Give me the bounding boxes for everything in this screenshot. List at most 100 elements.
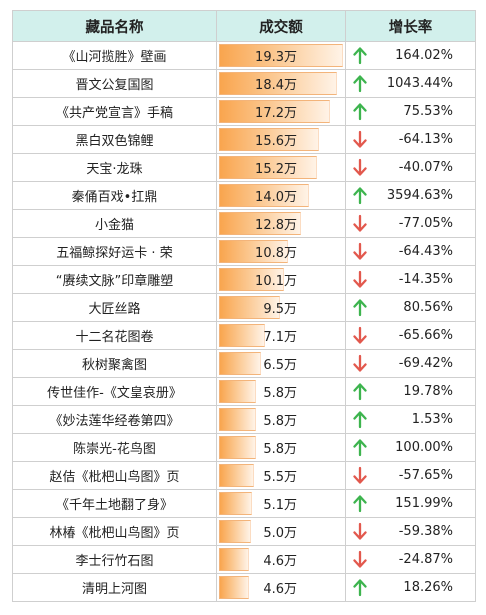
data-table: 藏品名称 成交额 增长率 《山河揽胜》壁画 19.3万 164.02% 晋文公复国图 1… <box>12 10 476 602</box>
item-name: 大匠丝路 <box>12 293 217 322</box>
table-row: 晋文公复国图 18.4万 1043.44% <box>12 69 476 98</box>
value-cell: 5.8万 <box>216 405 346 434</box>
growth-label: -64.43% <box>398 244 453 259</box>
value-label: 5.1万 <box>263 498 297 513</box>
value-bar <box>219 408 256 431</box>
item-name: “赓续文脉”印章雕塑 <box>12 265 217 294</box>
arrow-down-icon <box>353 158 367 176</box>
value-label: 18.4万 <box>255 78 297 93</box>
item-name: 陈崇光-花鸟图 <box>12 433 217 462</box>
growth-label: 100.00% <box>395 440 453 455</box>
value-bar <box>219 128 319 151</box>
growth-label: 1.53% <box>411 412 453 427</box>
header-growth: 增长率 <box>345 10 476 42</box>
table-row: 秦俑百戏•扛鼎 14.0万 3594.63% <box>12 181 476 210</box>
growth-cell: 1043.44% <box>345 69 476 98</box>
growth-label: -59.38% <box>398 524 453 539</box>
growth-label: 80.56% <box>403 300 453 315</box>
value-bar <box>219 464 254 487</box>
value-label: 4.6万 <box>263 582 297 597</box>
value-cell: 15.6万 <box>216 125 346 154</box>
growth-label: -57.65% <box>398 468 453 483</box>
growth-cell: 75.53% <box>345 97 476 126</box>
growth-cell: 151.99% <box>345 489 476 518</box>
header-value: 成交额 <box>216 10 346 42</box>
item-name: 《共产党宣言》手稿 <box>12 97 217 126</box>
growth-cell: 100.00% <box>345 433 476 462</box>
item-name: 清明上河图 <box>12 573 217 602</box>
value-label: 4.6万 <box>263 554 297 569</box>
item-name: 五福鲸探好运卡 · 荣 <box>12 237 217 266</box>
value-cell: 15.2万 <box>216 153 346 182</box>
arrow-up-icon <box>353 411 367 429</box>
table-row: 天宝·龙珠 15.2万 -40.07% <box>12 153 476 182</box>
table-row: 传世佳作-《文皇哀册》 5.8万 19.78% <box>12 377 476 406</box>
value-cell: 19.3万 <box>216 41 346 70</box>
value-label: 19.3万 <box>255 50 297 65</box>
table-row: 黑白双色锦鲤 15.6万 -64.13% <box>12 125 476 154</box>
growth-cell: 18.26% <box>345 573 476 602</box>
growth-cell: -64.43% <box>345 237 476 266</box>
value-label: 14.0万 <box>255 190 297 205</box>
arrow-down-icon <box>353 214 367 232</box>
value-bar <box>219 212 301 235</box>
item-name: 林椿《枇杷山鸟图》页 <box>12 517 217 546</box>
value-bar <box>219 436 256 459</box>
table-row: 秋树聚禽图 6.5万 -69.42% <box>12 349 476 378</box>
arrow-down-icon <box>353 326 367 344</box>
arrow-up-icon <box>353 299 367 317</box>
growth-label: -14.35% <box>398 272 453 287</box>
value-bar <box>219 156 317 179</box>
value-label: 5.5万 <box>263 470 297 485</box>
item-name: 天宝·龙珠 <box>12 153 217 182</box>
value-label: 5.8万 <box>263 386 297 401</box>
item-name: 十二名花图卷 <box>12 321 217 350</box>
growth-cell: 164.02% <box>345 41 476 70</box>
value-cell: 5.1万 <box>216 489 346 518</box>
growth-cell: -40.07% <box>345 153 476 182</box>
table-row: 陈崇光-花鸟图 5.8万 100.00% <box>12 433 476 462</box>
value-label: 6.5万 <box>263 358 297 373</box>
item-name: 黑白双色锦鲤 <box>12 125 217 154</box>
growth-cell: -65.66% <box>345 321 476 350</box>
value-bar <box>219 184 309 207</box>
value-cell: 6.5万 <box>216 349 346 378</box>
table-row: 《千年土地翻了身》 5.1万 151.99% <box>12 489 476 518</box>
value-bar <box>219 548 249 571</box>
growth-label: -77.05% <box>398 216 453 231</box>
value-cell: 18.4万 <box>216 69 346 98</box>
value-label: 5.8万 <box>263 442 297 457</box>
growth-label: 1043.44% <box>386 76 453 91</box>
value-bar <box>219 44 343 67</box>
table-row: 赵佶《枇杷山鸟图》页 5.5万 -57.65% <box>12 461 476 490</box>
value-cell: 10.1万 <box>216 265 346 294</box>
table-body: 《山河揽胜》壁画 19.3万 164.02% 晋文公复国图 18.4万 1043.44% 《… <box>12 41 476 602</box>
value-cell: 12.8万 <box>216 209 346 238</box>
arrow-up-icon <box>353 47 367 65</box>
table-row: 十二名花图卷 7.1万 -65.66% <box>12 321 476 350</box>
value-cell: 4.6万 <box>216 545 346 574</box>
value-bar <box>219 72 337 95</box>
growth-cell: -59.38% <box>345 517 476 546</box>
growth-label: 164.02% <box>395 48 453 63</box>
arrow-down-icon <box>353 242 367 260</box>
table-row: 大匠丝路 9.5万 80.56% <box>12 293 476 322</box>
growth-label: -65.66% <box>398 328 453 343</box>
item-name: 传世佳作-《文皇哀册》 <box>12 377 217 406</box>
arrow-up-icon <box>353 439 367 457</box>
arrow-up-icon <box>353 383 367 401</box>
item-name: 《妙法莲华经卷第四》 <box>12 405 217 434</box>
item-name: 《山河揽胜》壁画 <box>12 41 217 70</box>
table-row: “赓续文脉”印章雕塑 10.1万 -14.35% <box>12 265 476 294</box>
value-cell: 10.8万 <box>216 237 346 266</box>
value-bar <box>219 576 249 599</box>
value-bar <box>219 352 261 375</box>
value-label: 17.2万 <box>255 106 297 121</box>
growth-cell: 80.56% <box>345 293 476 322</box>
item-name: 赵佶《枇杷山鸟图》页 <box>12 461 217 490</box>
value-cell: 5.5万 <box>216 461 346 490</box>
value-bar <box>219 240 288 263</box>
value-cell: 5.8万 <box>216 433 346 462</box>
table-row: 林椿《枇杷山鸟图》页 5.0万 -59.38% <box>12 517 476 546</box>
header-row: 藏品名称 成交额 增长率 <box>12 10 476 42</box>
